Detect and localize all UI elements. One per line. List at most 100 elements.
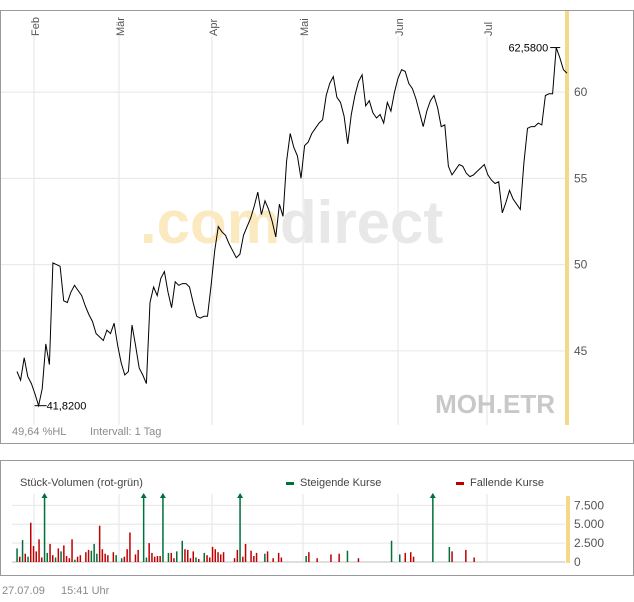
volume-panel-frame <box>0 460 634 576</box>
volume-bar-52 <box>159 556 161 562</box>
volume-bar-85 <box>250 550 252 562</box>
price-line-group <box>16 47 568 408</box>
volume-bar-56 <box>170 552 172 562</box>
interval-label: Intervall: 1 Tag <box>90 426 161 438</box>
volume-bar-27 <box>90 550 93 562</box>
volume-bar-44 <box>137 549 139 562</box>
volume-tick-label-1: 2.500 <box>574 536 604 550</box>
legend-down-label: Fallende Kurse <box>470 477 544 489</box>
volume-bar-46 <box>142 494 145 562</box>
volume-bar-16 <box>60 551 62 562</box>
volume-bar-12 <box>49 543 51 562</box>
price-line <box>16 47 568 408</box>
volume-bar-28 <box>93 543 95 562</box>
timestamp-date: 27.07.09 <box>2 585 45 597</box>
volume-bar-40 <box>126 549 128 562</box>
volume-bar-36 <box>115 555 117 562</box>
volume-bar-139 <box>399 554 401 562</box>
month-label-2: Apr <box>208 19 220 36</box>
volume-bar-60 <box>181 540 183 562</box>
volume-overflow-arrow-81 <box>237 493 244 498</box>
volume-bar-51 <box>156 556 159 562</box>
volume-bar-0 <box>16 548 18 562</box>
low-value-label: 41,8200 <box>47 401 87 413</box>
volume-bar-43 <box>134 554 137 562</box>
volume-bar-9 <box>41 557 43 562</box>
volume-bar-72 <box>214 549 216 562</box>
volume-bar-1 <box>19 556 21 562</box>
volume-bar-15 <box>57 548 60 562</box>
volume-bar-18 <box>65 556 68 562</box>
price-tick-label-2: 55 <box>574 171 588 185</box>
volume-bar-32 <box>104 553 106 562</box>
volume-bar-86 <box>253 556 255 562</box>
volume-bar-166 <box>473 557 475 562</box>
volume-bar-20 <box>71 539 73 562</box>
range-pct: 49,64 %HL <box>12 426 66 438</box>
volume-tick-label-2: 5.000 <box>574 517 604 531</box>
volume-bar-66 <box>198 559 200 562</box>
volume-bar-5 <box>30 522 32 562</box>
volume-bar-61 <box>184 549 186 562</box>
volume-bar-14 <box>54 557 57 562</box>
price-grid <box>1 36 565 425</box>
volume-bar-79 <box>233 558 236 562</box>
volume-bar-141 <box>404 552 406 562</box>
volume-bar-163 <box>465 549 467 562</box>
volume-bar-11 <box>46 552 48 562</box>
volume-bar-96 <box>280 557 283 562</box>
current-day-highlight <box>565 11 569 425</box>
timestamp-time: 15:41 Uhr <box>61 585 110 597</box>
volume-overflow-arrow-151 <box>429 493 436 498</box>
volume-overflow-arrow-46 <box>140 493 147 498</box>
volume-bar-65 <box>195 557 197 562</box>
volume-bar-50 <box>153 556 156 562</box>
volume-bar-17 <box>63 545 65 562</box>
volume-bar-53 <box>162 494 164 562</box>
volume-bar-63 <box>189 558 192 562</box>
volume-bar-10 <box>43 494 46 562</box>
volume-bar-90 <box>264 553 266 562</box>
watermark: .com direct <box>140 189 443 256</box>
legend-up-label: Steigende Kurse <box>300 477 381 489</box>
volume-bar-109 <box>316 558 318 562</box>
volume-bar-158 <box>451 551 453 562</box>
price-tick-label-0: 45 <box>574 344 588 358</box>
volume-bar-26 <box>87 549 90 562</box>
symbol-label: MOH.ETR <box>435 389 555 419</box>
volume-bar-13 <box>52 555 54 562</box>
volume-bar-71 <box>211 546 214 562</box>
volume-bar-114 <box>330 554 332 562</box>
volume-bar-55 <box>167 552 170 562</box>
volume-bar-22 <box>76 556 79 562</box>
volume-bar-91 <box>266 551 269 562</box>
volume-bar-117 <box>338 553 340 562</box>
volume-grid <box>12 494 565 563</box>
volume-bar-3 <box>24 553 26 562</box>
volume-bar-8 <box>38 539 40 562</box>
volume-bar-73 <box>217 552 219 562</box>
price-tick-label-1: 50 <box>574 258 588 272</box>
volume-bar-120 <box>346 550 349 562</box>
volume-bars <box>16 493 475 562</box>
legend-down-swatch <box>456 482 464 485</box>
volume-bar-31 <box>101 549 104 562</box>
month-label-0: Feb <box>30 17 42 36</box>
volume-bar-68 <box>203 552 205 562</box>
volume-bar-75 <box>222 552 225 562</box>
volume-bar-87 <box>255 552 258 562</box>
volume-bar-38 <box>120 558 123 562</box>
price-tick-label-3: 60 <box>574 85 588 99</box>
volume-bar-25 <box>85 552 87 562</box>
volume-bar-39 <box>123 556 126 562</box>
volume-highlight <box>566 496 570 563</box>
price-axis-labels: 45 50 55 60 <box>574 85 588 358</box>
month-label-5: Jul <box>483 22 495 36</box>
volume-bar-58 <box>176 551 178 562</box>
volume-tick-label-3: 7.500 <box>574 498 604 512</box>
watermark-com: .com <box>140 189 280 256</box>
volume-bar-6 <box>32 546 35 562</box>
volume-bar-83 <box>244 543 247 562</box>
volume-bar-81 <box>239 494 241 562</box>
